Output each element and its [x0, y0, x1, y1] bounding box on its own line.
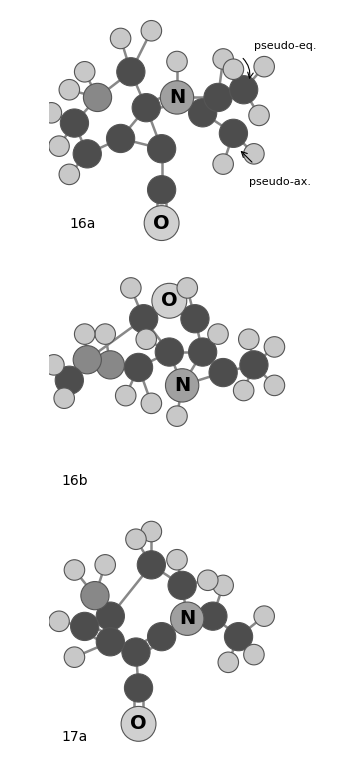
Circle shape	[60, 109, 88, 137]
Circle shape	[126, 529, 146, 550]
Circle shape	[244, 143, 264, 164]
Text: pseudo-eq.: pseudo-eq.	[254, 42, 316, 52]
Circle shape	[254, 606, 274, 627]
Circle shape	[171, 602, 204, 635]
Circle shape	[44, 355, 64, 375]
Circle shape	[95, 324, 115, 344]
Circle shape	[167, 52, 187, 72]
Circle shape	[117, 58, 145, 86]
Circle shape	[204, 83, 232, 112]
Circle shape	[167, 550, 187, 570]
Circle shape	[74, 324, 95, 344]
Text: pseudo-ax.: pseudo-ax.	[249, 177, 311, 187]
Circle shape	[148, 176, 176, 204]
Circle shape	[137, 551, 165, 579]
Text: 16b: 16b	[62, 474, 88, 488]
Circle shape	[122, 638, 150, 666]
Circle shape	[95, 554, 115, 575]
Circle shape	[233, 380, 254, 400]
Circle shape	[189, 99, 217, 127]
Circle shape	[264, 375, 285, 396]
Circle shape	[49, 136, 69, 156]
Text: O: O	[161, 291, 178, 310]
Circle shape	[177, 278, 198, 298]
Circle shape	[249, 105, 269, 126]
Circle shape	[144, 206, 179, 240]
Circle shape	[130, 305, 158, 333]
Circle shape	[244, 644, 264, 665]
Circle shape	[239, 329, 259, 350]
Circle shape	[96, 628, 125, 656]
Text: N: N	[169, 88, 185, 107]
Circle shape	[213, 575, 233, 596]
Circle shape	[64, 647, 85, 668]
Circle shape	[148, 135, 176, 162]
Circle shape	[59, 164, 80, 185]
Circle shape	[165, 369, 199, 402]
Circle shape	[84, 83, 112, 112]
Circle shape	[125, 674, 153, 702]
Circle shape	[49, 611, 69, 631]
Text: 17a: 17a	[62, 731, 88, 745]
Circle shape	[141, 521, 162, 542]
Circle shape	[73, 346, 101, 374]
Circle shape	[55, 367, 84, 394]
Circle shape	[199, 602, 227, 631]
Circle shape	[110, 28, 131, 49]
Circle shape	[115, 385, 136, 406]
Circle shape	[136, 329, 156, 350]
Circle shape	[254, 56, 274, 77]
Circle shape	[59, 79, 80, 100]
Circle shape	[81, 581, 109, 610]
Circle shape	[64, 560, 85, 581]
Circle shape	[152, 283, 187, 318]
Circle shape	[208, 324, 228, 344]
Circle shape	[141, 393, 162, 413]
Circle shape	[132, 94, 160, 122]
Text: O: O	[153, 213, 170, 233]
Text: 16a: 16a	[69, 217, 96, 231]
Circle shape	[189, 338, 217, 367]
Circle shape	[181, 305, 209, 333]
Circle shape	[213, 154, 233, 174]
Circle shape	[74, 62, 95, 82]
Circle shape	[107, 125, 135, 152]
Circle shape	[198, 570, 218, 591]
Circle shape	[41, 102, 62, 123]
Circle shape	[264, 336, 285, 357]
Text: O: O	[130, 715, 147, 733]
Circle shape	[167, 406, 187, 427]
Circle shape	[148, 623, 176, 651]
Circle shape	[70, 612, 99, 641]
Text: N: N	[174, 376, 190, 395]
Text: N: N	[179, 609, 195, 628]
Circle shape	[121, 278, 141, 298]
Circle shape	[240, 351, 268, 379]
Circle shape	[219, 119, 247, 147]
Circle shape	[96, 602, 125, 631]
Circle shape	[73, 139, 101, 168]
Circle shape	[168, 571, 196, 600]
Circle shape	[160, 81, 194, 114]
Circle shape	[229, 75, 258, 104]
Circle shape	[213, 49, 233, 69]
Circle shape	[121, 706, 156, 742]
Circle shape	[141, 21, 162, 41]
Circle shape	[209, 359, 237, 387]
Circle shape	[223, 59, 244, 79]
Circle shape	[54, 388, 74, 408]
Circle shape	[155, 338, 183, 367]
Circle shape	[125, 353, 153, 382]
Circle shape	[218, 652, 239, 672]
Circle shape	[224, 623, 253, 651]
Circle shape	[96, 351, 125, 379]
